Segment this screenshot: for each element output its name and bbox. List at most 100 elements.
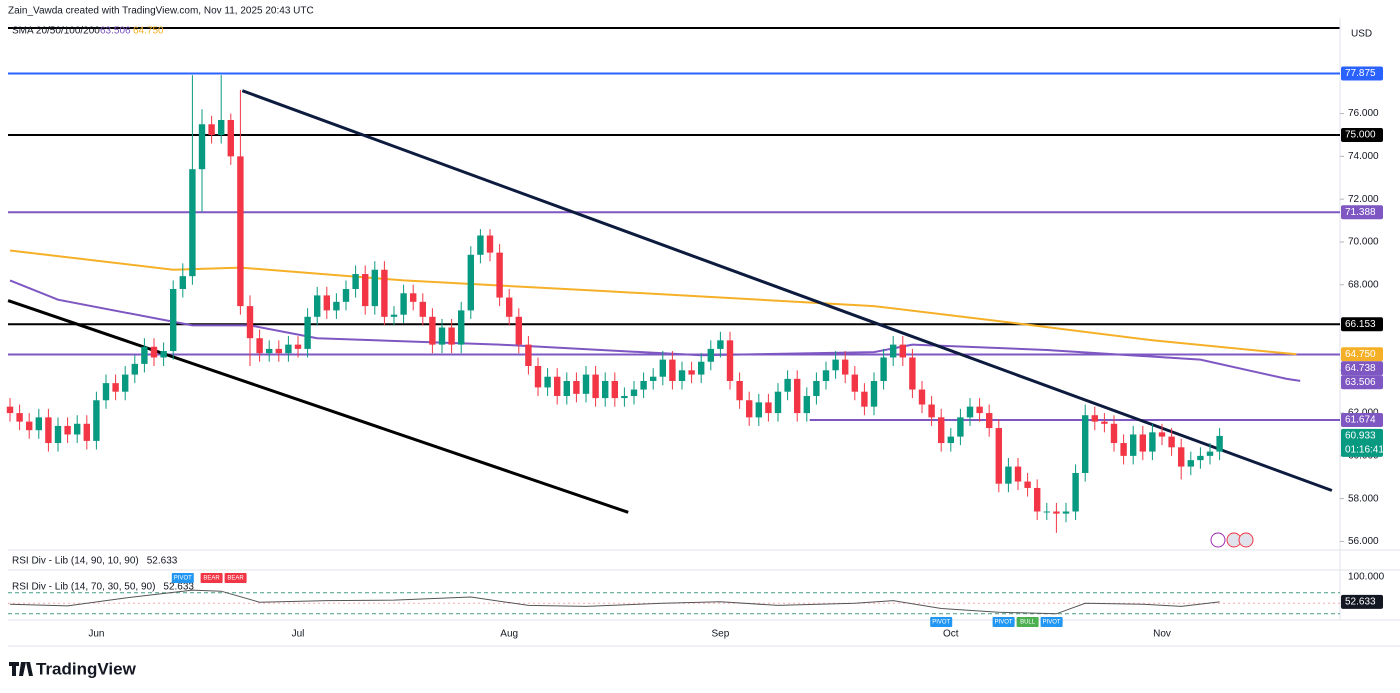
candle-body (246, 306, 254, 339)
candle-body (83, 423, 90, 441)
candle-body (35, 417, 42, 431)
rsi-legend-value: 52.633 (163, 582, 194, 593)
price-tag (1341, 428, 1383, 457)
candle-body (803, 395, 810, 414)
rsi-legend: RSI Div - Lib (14, 90, 10, 90) (12, 556, 139, 567)
candle-body (736, 380, 743, 401)
candle-body (1187, 460, 1194, 467)
candle-body (861, 391, 868, 407)
candle-body (6, 406, 14, 414)
candle-body (650, 376, 657, 381)
candle-body (1168, 436, 1175, 448)
signal-label-text: PIVOT (1043, 620, 1061, 626)
price-tag-label: 75.000 (1345, 130, 1376, 141)
price-tag (1341, 66, 1383, 81)
signal-label-text: PIVOT (995, 620, 1013, 626)
price-tag (1341, 205, 1383, 220)
candle-body (1024, 481, 1031, 488)
candle-body (678, 370, 686, 381)
signal-label (171, 573, 194, 583)
candle-body (659, 359, 666, 377)
rsi-tick-label: 100.000 (1348, 572, 1385, 583)
price-tag-label: 71.388 (1345, 207, 1376, 218)
candle-body (323, 295, 330, 311)
candle-body (198, 124, 206, 170)
candle-body (851, 374, 858, 392)
candle-body (966, 406, 974, 418)
candle-body (294, 344, 302, 349)
trendline (241, 89, 1333, 492)
signal-label-text: BEAR (227, 576, 244, 582)
candle-body (1178, 447, 1185, 467)
credit: Zain_Vawda created with TradingView.com,… (8, 6, 314, 17)
x-tick-label: Oct (943, 629, 959, 640)
candle-body (1206, 451, 1214, 456)
candle-body (698, 361, 705, 375)
candle-body (822, 370, 830, 381)
candle-body (486, 235, 494, 253)
signal-label (1040, 617, 1063, 627)
candle-body (506, 297, 513, 317)
y-tick-label: 56.000 (1348, 536, 1379, 547)
y-tick-label: 72.000 (1348, 194, 1379, 205)
candle-body (640, 380, 647, 390)
candle-body (592, 374, 599, 399)
icons (1210, 532, 1254, 548)
candle-body (170, 289, 177, 352)
price-tag (1341, 375, 1383, 390)
candle-body (112, 383, 119, 392)
candle-body (755, 402, 762, 418)
candle-body (1197, 455, 1204, 461)
candle-body (333, 301, 340, 311)
candles (6, 75, 1223, 533)
candle-body (813, 380, 820, 396)
candle-body (256, 338, 263, 354)
candle-body (64, 425, 71, 435)
candle-body (1005, 466, 1012, 484)
x-tick-label: Aug (500, 629, 518, 640)
candle-body (554, 376, 561, 396)
sma-legend-value: 64.750 (133, 26, 164, 37)
candle-body (381, 269, 388, 317)
price-tag-label: 66.153 (1345, 319, 1376, 330)
candle-body (707, 348, 714, 362)
signal-label-text: PIVOT (932, 620, 950, 626)
candle-body (918, 389, 926, 405)
icon (1238, 532, 1254, 548)
candle-body (208, 124, 215, 135)
candle-body (237, 156, 244, 307)
rsi-tag (1341, 594, 1383, 609)
price-tag-label: 77.875 (1345, 68, 1376, 79)
candle-body (458, 310, 465, 345)
candle-body (582, 374, 590, 394)
x-tick-label: Nov (1153, 629, 1171, 640)
candle-body (726, 340, 734, 381)
candle-body (1130, 434, 1137, 456)
sma-line (9, 249, 1297, 356)
candle-body (448, 327, 455, 345)
y-tick-label: 76.000 (1348, 108, 1379, 119)
candle-body (928, 404, 935, 418)
logo: TradingView (9, 659, 137, 678)
candle-body (1120, 443, 1127, 456)
signal-label (224, 573, 247, 583)
candle-body (45, 417, 52, 444)
sma-legend: SMA 20/50/100/200 (12, 26, 100, 37)
candle-body (467, 254, 474, 311)
signal-label-text: PIVOT (174, 576, 192, 582)
candle-body (131, 363, 138, 375)
signal-label (930, 617, 953, 627)
candle-body (410, 293, 417, 302)
candle-body (515, 316, 522, 345)
rsi-line (9, 589, 1220, 615)
candle-body (496, 252, 503, 298)
price-tag (1341, 317, 1383, 332)
candle-body (544, 376, 551, 388)
candle-body (563, 380, 570, 396)
candle-body (765, 402, 772, 414)
candle-body (342, 289, 350, 302)
rsi-legend-value: 52.633 (147, 556, 178, 567)
candle-body (832, 359, 839, 371)
